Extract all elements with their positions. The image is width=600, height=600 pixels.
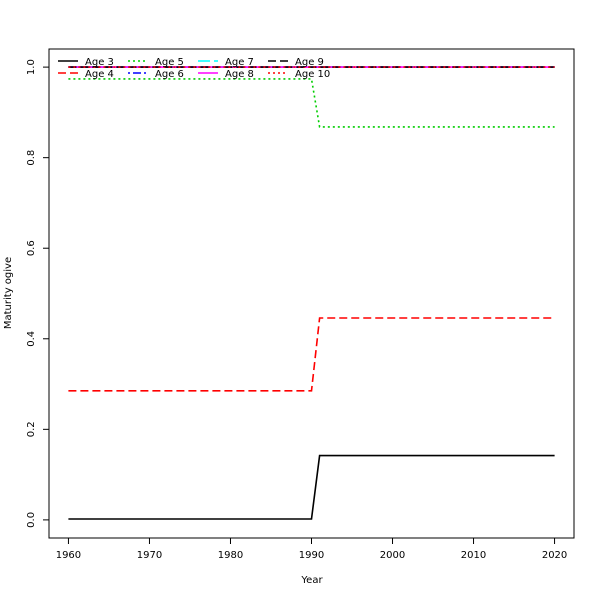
- legend-label-age-5: Age 5: [155, 57, 184, 68]
- y-axis-title: Maturity ogive: [3, 257, 14, 329]
- x-tick-label: 2000: [380, 550, 405, 561]
- x-tick-label: 1960: [56, 550, 81, 561]
- x-tick-label: 1980: [218, 550, 243, 561]
- y-tick-label: 1.0: [26, 59, 37, 75]
- x-tick-label: 2020: [542, 550, 567, 561]
- y-tick-label: 0.8: [26, 150, 37, 166]
- legend-label-age-8: Age 8: [225, 69, 254, 80]
- x-tick-label: 1970: [137, 550, 162, 561]
- y-tick-label: 0.4: [26, 331, 37, 347]
- legend-label-age-3: Age 3: [85, 57, 114, 68]
- x-tick-label: 2010: [461, 550, 486, 561]
- legend-label-age-6: Age 6: [155, 69, 184, 80]
- legend-label-age-9: Age 9: [295, 57, 324, 68]
- legend-label-age-7: Age 7: [225, 57, 254, 68]
- y-tick-label: 0.0: [26, 512, 37, 528]
- legend-label-age-4: Age 4: [85, 69, 114, 80]
- legend-label-age-10: Age 10: [295, 69, 330, 80]
- series-line-age-3: [68, 454, 555, 520]
- series-line-age-5: [68, 78, 555, 128]
- series-group: [68, 66, 555, 520]
- x-axis-title: Year: [300, 575, 323, 586]
- x-axis: 1960 1970 1980 1990 2000 2010 2020: [56, 538, 567, 561]
- series-line-age-4: [68, 317, 555, 392]
- y-tick-label: 0.6: [26, 240, 37, 256]
- plot-box: [48, 48, 575, 539]
- y-axis: 0.0 0.2 0.4 0.6 0.8 1.0: [26, 59, 49, 528]
- y-tick-label: 0.2: [26, 421, 37, 437]
- x-tick-label: 1990: [299, 550, 324, 561]
